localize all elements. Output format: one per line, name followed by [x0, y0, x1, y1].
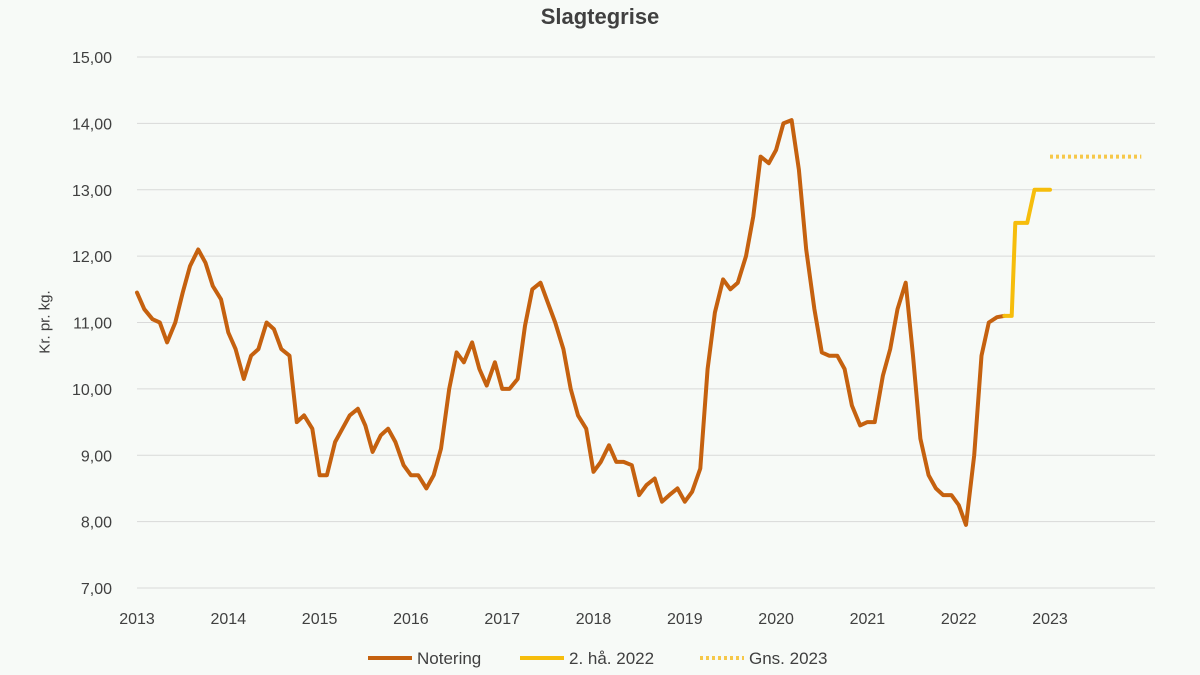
x-tick-label: 2020 [758, 611, 794, 628]
series-lines [135, 118, 1142, 527]
series-line-2 [1002, 187, 1052, 318]
x-tick-label: 2022 [941, 611, 977, 628]
legend-label: Notering [417, 649, 481, 668]
legend-label: 2. hå. 2022 [569, 649, 654, 668]
y-tick-labels: 7,00 8,00 9,00 10,00 11,00 12,00 13,00 14,00 15,… [72, 50, 112, 598]
x-tick-label: 2023 [1032, 611, 1068, 628]
gridlines [137, 56, 1155, 589]
y-tick-label: 7,00 [81, 581, 112, 598]
y-tick-label: 11,00 [73, 316, 112, 333]
series-line-1 [135, 118, 1007, 527]
legend: Notering 2. hå. 2022 Gns. 2023 [368, 649, 827, 668]
x-tick-label: 2015 [302, 611, 338, 628]
x-tick-label: 2014 [211, 611, 247, 628]
legend-label: Gns. 2023 [749, 649, 827, 668]
y-tick-label: 10,00 [72, 382, 112, 399]
x-tick-label: 2017 [484, 611, 520, 628]
x-tick-label: 2021 [850, 611, 886, 628]
x-tick-label: 2019 [667, 611, 703, 628]
y-tick-label: 13,00 [72, 183, 112, 200]
x-tick-label: 2016 [393, 611, 429, 628]
x-tick-label: 2013 [119, 611, 155, 628]
x-tick-label: 2018 [576, 611, 612, 628]
y-tick-label: 15,00 [72, 50, 112, 67]
y-tick-label: 9,00 [81, 448, 112, 465]
x-tick-labels: 2013 2014 2015 2016 2017 2018 2019 2020 2021 2022… [119, 611, 1068, 628]
y-tick-label: 8,00 [81, 515, 112, 532]
y-tick-label: 14,00 [72, 116, 112, 133]
chart-title: Slagtegrise [540, 4, 660, 29]
y-tick-label: 12,00 [72, 249, 112, 266]
